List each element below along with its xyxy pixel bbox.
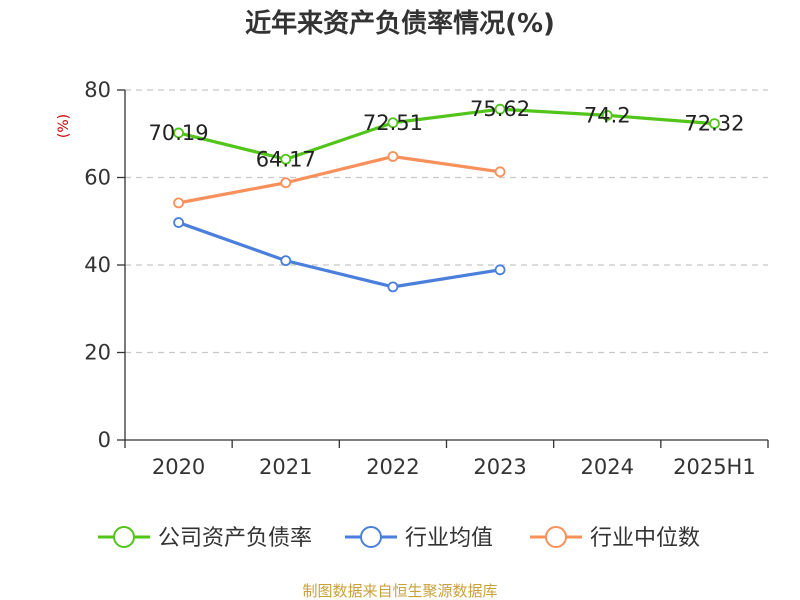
data-point [280, 153, 292, 165]
series-group [173, 103, 720, 293]
y-tick-label: 20 [84, 341, 111, 365]
legend-label: 公司资产负债率 [158, 526, 312, 551]
x-tick-label: 2023 [473, 455, 526, 479]
y-tick-label: 0 [98, 428, 111, 452]
x-tick-label: 2024 [581, 455, 634, 479]
data-point [173, 197, 184, 209]
data-point [280, 255, 292, 267]
y-tick-label: 60 [84, 166, 111, 190]
data-label: 70.19 [149, 121, 209, 145]
grid-lines [125, 89, 768, 354]
data-label: 72.51 [363, 111, 423, 135]
x-tick-label: 2022 [366, 455, 419, 479]
data-source: 制图数据来自恒生聚源数据库 [302, 582, 497, 600]
data-point [601, 109, 613, 121]
data-label: 72.32 [684, 112, 744, 136]
legend-label: 行业均值 [405, 526, 493, 551]
data-point [494, 103, 506, 115]
y-axis-label: (%) [56, 114, 72, 138]
data-label: 64.17 [256, 147, 316, 171]
data-point [173, 217, 184, 228]
y-tick-label: 40 [84, 253, 111, 277]
data-point [709, 118, 720, 129]
chart-title: 近年来资产负债率情况(%) [245, 8, 555, 39]
data-point [494, 166, 506, 178]
series-line [178, 107, 715, 161]
legend: 公司资产负债率 行业均值 行业中位数 [98, 526, 700, 551]
legend-swatch-marker [113, 526, 135, 548]
data-point [387, 151, 399, 162]
data-point [173, 127, 184, 139]
legend-swatch-marker [360, 526, 382, 548]
series-line [178, 221, 501, 289]
y-tick-label: 80 [84, 78, 111, 102]
data-label: 75.62 [470, 97, 530, 121]
data-labels: 70.19 64.17 72.51 75.62 74.2 72.32 [149, 97, 745, 171]
data-label: 74.2 [584, 103, 631, 127]
x-tick-label: 2025H1 [673, 455, 756, 479]
data-point [280, 177, 292, 189]
data-point [387, 117, 399, 129]
series-line [178, 154, 501, 205]
legend-label: 行业中位数 [590, 526, 700, 551]
data-point [494, 264, 506, 276]
x-tick-label: 2021 [259, 455, 312, 479]
data-point [387, 281, 399, 293]
axes: 0 20 40 60 80 2020 2021 2022 2023 2024 2025H1 [84, 78, 769, 479]
legend-swatch-marker [545, 526, 567, 548]
x-tick-label: 2020 [152, 455, 205, 479]
